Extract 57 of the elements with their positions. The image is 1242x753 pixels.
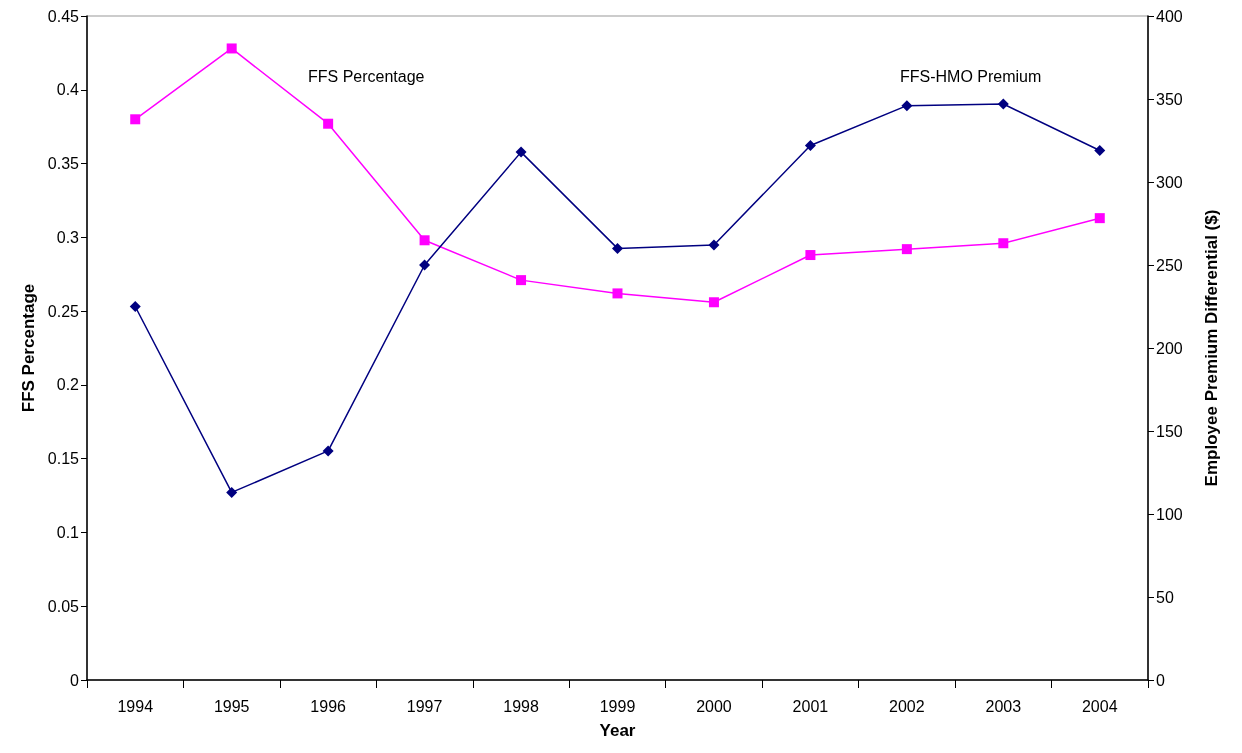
y2-tick-label: 150	[1156, 422, 1183, 440]
point	[804, 139, 816, 151]
point	[901, 244, 912, 255]
y-tick-label: 0.25	[47, 302, 80, 320]
x-tick-label: 2004	[1081, 697, 1118, 715]
point	[419, 259, 431, 271]
y2-tick-label: 350	[1156, 90, 1183, 108]
y2-tick-label: 400	[1156, 7, 1183, 25]
y-tick-label: 0.45	[47, 7, 80, 25]
y-tick-label: 0.1	[56, 523, 80, 541]
y-tick-label: 0.3	[56, 228, 80, 246]
point	[419, 235, 430, 246]
x-tick-label: 1999	[599, 697, 636, 715]
point	[515, 146, 527, 158]
point	[129, 301, 141, 312]
point	[998, 238, 1009, 249]
y-tick-label: 0.05	[47, 597, 80, 615]
y2-tick-label: 50	[1156, 588, 1174, 606]
y-tick-label: 0.15	[47, 450, 80, 468]
point	[805, 250, 816, 261]
y-axis-title: FFS Percentage	[18, 283, 38, 413]
point	[901, 100, 913, 112]
series-label: FFS Percentage	[308, 67, 425, 85]
point	[323, 118, 334, 129]
y2-tick-label: 200	[1156, 339, 1183, 357]
x-tick-label: 1998	[503, 697, 539, 715]
y2-axis-title: Employee Premium Differential ($)	[1202, 209, 1221, 487]
series-label: FFS-HMO Premium	[900, 67, 1042, 85]
point	[226, 486, 238, 498]
point	[708, 239, 720, 251]
y-tick-label: 0.2	[56, 376, 80, 394]
y2-tick-label: 0	[1156, 671, 1165, 689]
x-axis-title: Year	[599, 721, 636, 740]
y-tick-label: 0	[70, 671, 80, 689]
x-tick-label: 2002	[889, 697, 925, 715]
y-tick-label: 0.4	[56, 81, 80, 99]
y2-tick-label: 100	[1156, 505, 1183, 523]
point	[226, 43, 237, 54]
point	[612, 242, 623, 254]
point	[516, 275, 527, 286]
point	[708, 297, 719, 308]
x-tick-label: 2001	[792, 697, 829, 715]
point	[612, 288, 623, 299]
x-tick-label: 2003	[985, 697, 1022, 715]
x-tick-label: 1995	[213, 697, 250, 715]
y2-tick-label: 250	[1156, 256, 1183, 274]
x-tick-label: 1997	[406, 697, 443, 715]
point	[1094, 213, 1105, 224]
point	[1094, 144, 1106, 156]
point	[130, 114, 141, 125]
x-tick-label: 1996	[310, 697, 347, 715]
point	[997, 98, 1009, 110]
y-tick-label: 0.35	[47, 155, 80, 173]
x-tick-label: 1994	[117, 697, 154, 715]
x-tick-label: 2000	[696, 697, 732, 715]
point	[322, 445, 334, 457]
y2-tick-label: 300	[1156, 173, 1183, 191]
